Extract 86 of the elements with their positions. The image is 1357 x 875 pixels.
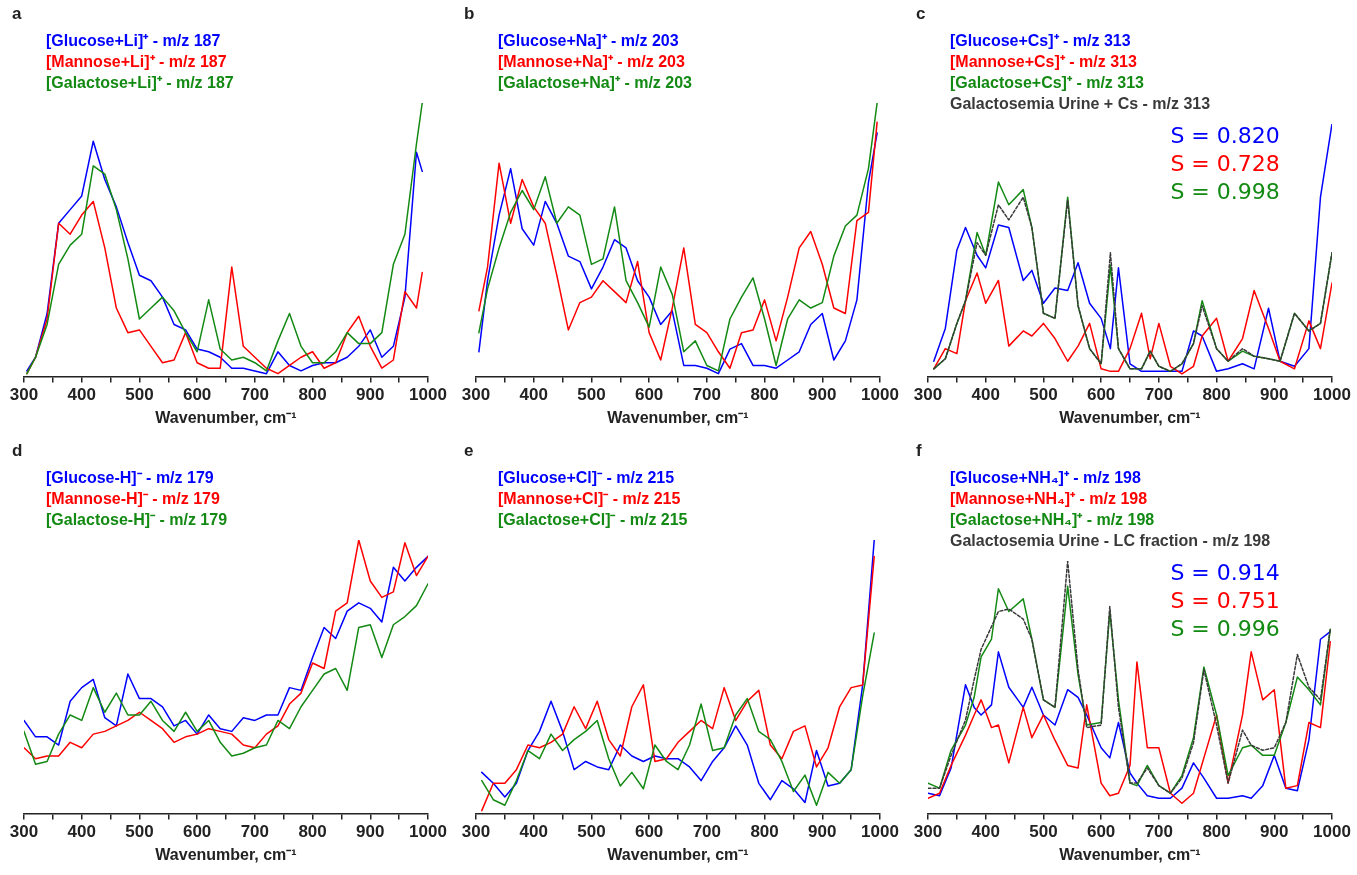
text: [Mannose+Cs]⁺ - m/z 313 [950,52,1138,72]
x-tick-label: 800 [750,385,779,405]
x-tick-label: 500 [577,822,606,842]
x-tick-label: 1000 [1313,822,1351,842]
chart-title: e [464,441,474,461]
x-tick-label: 900 [1260,385,1289,405]
x-tick-label: 500 [125,822,154,842]
chart-title: a [12,4,22,24]
x-tick-label: 1000 [861,385,899,405]
text: [Galactose-H]⁻ - m/z 179 [46,510,228,530]
x-tick-label: 700 [692,385,722,405]
text: Galactosemia Urine - LC fraction - m/z 198 [950,531,1271,551]
text: [Galactose+Cs]⁺ - m/z 313 [950,73,1145,93]
annotation: S = 0.914 [1170,559,1280,585]
x-axis-title: Wavenumber, cm⁻¹ [607,408,749,426]
x-tick-label: 1000 [861,822,899,842]
x-tick-label: 400 [519,822,548,842]
x-tick-label: 900 [1260,822,1289,842]
x-tick-label: 300 [913,385,943,405]
text: [Galactose+Cl]⁻ - m/z 215 [498,510,688,530]
x-tick-label: 600 [1086,822,1116,842]
text: [Mannose+Na]⁺ - m/z 203 [498,52,686,72]
x-tick-label: 600 [182,385,212,405]
x-tick-label: 400 [971,822,1000,842]
x-tick-label: 400 [519,385,548,405]
x-tick-label: 700 [240,385,270,405]
x-tick-label: 1000 [409,822,447,842]
x-tick-label: 900 [808,822,837,842]
x-tick-label: 900 [356,822,385,842]
annotation: S = 0.996 [1170,615,1280,641]
x-axis-title: Wavenumber, cm⁻¹ [1059,845,1201,863]
text: [Galactose+NH₄]⁺ - m/z 198 [950,510,1156,530]
x-tick-label: 300 [461,822,491,842]
x-tick-label: 600 [634,822,664,842]
x-tick-label: 600 [634,385,664,405]
x-tick-label: 300 [913,822,943,842]
x-tick-label: 500 [577,385,606,405]
chart-title: b [464,4,475,24]
text: Galactosemia Urine + Cs - m/z 313 [950,94,1211,114]
x-tick-label: 900 [808,385,837,405]
x-tick-label: 300 [461,385,491,405]
x-tick-label: 800 [1202,822,1231,842]
text: [Mannose+NH₄]⁺ - m/z 198 [950,489,1149,509]
x-tick-label: 300 [9,385,39,405]
x-tick-label: 700 [1144,385,1174,405]
x-axis-title: Wavenumber, cm⁻¹ [155,845,297,863]
x-tick-label: 800 [298,385,327,405]
x-tick-label: 700 [692,822,722,842]
x-tick-label: 700 [240,822,270,842]
text: [Mannose+Li]⁺ - m/z 187 [46,52,228,72]
x-tick-label: 700 [1144,822,1174,842]
x-axis-title: Wavenumber, cm⁻¹ [1059,408,1201,426]
text: [Glucose+Na]⁺ - m/z 203 [498,31,680,51]
x-tick-label: 500 [125,385,154,405]
x-tick-label: 500 [1029,822,1058,842]
annotation: S = 0.751 [1170,587,1280,613]
text: [Glucose+NH₄]⁺ - m/z 198 [950,468,1142,488]
x-tick-label: 1000 [409,385,447,405]
text: [Glucose+Cl]⁻ - m/z 215 [498,468,676,488]
x-tick-label: 900 [356,385,385,405]
x-tick-label: 1000 [1313,385,1351,405]
x-tick-label: 400 [67,385,96,405]
text: [Mannose+Cl]⁻ - m/z 215 [498,489,682,509]
text: [Galactose+Na]⁺ - m/z 203 [498,73,692,93]
chart-title: d [12,441,23,461]
x-tick-label: 800 [750,822,779,842]
x-tick-label: 600 [182,822,212,842]
x-tick-label: 500 [1029,385,1058,405]
x-tick-label: 600 [1086,385,1116,405]
chart-title: c [916,4,926,24]
annotation: S = 0.728 [1170,150,1280,176]
x-tick-label: 800 [1202,385,1231,405]
text: [Glucose-H]⁻ - m/z 179 [46,468,215,488]
x-tick-label: 800 [298,822,327,842]
annotation: S = 0.998 [1170,178,1280,204]
x-tick-label: 300 [9,822,39,842]
text: [Galactose+Li]⁺ - m/z 187 [46,73,234,93]
annotation: S = 0.820 [1170,122,1280,148]
x-axis-title: Wavenumber, cm⁻¹ [155,408,297,426]
chart-title: f [916,441,922,461]
text: [Mannose-H]⁻ - m/z 179 [46,489,221,509]
x-axis-title: Wavenumber, cm⁻¹ [607,845,749,863]
text: [Glucose+Cs]⁺ - m/z 313 [950,31,1132,51]
text: [Glucose+Li]⁺ - m/z 187 [46,31,222,51]
x-tick-label: 400 [971,385,1000,405]
x-tick-label: 400 [67,822,96,842]
